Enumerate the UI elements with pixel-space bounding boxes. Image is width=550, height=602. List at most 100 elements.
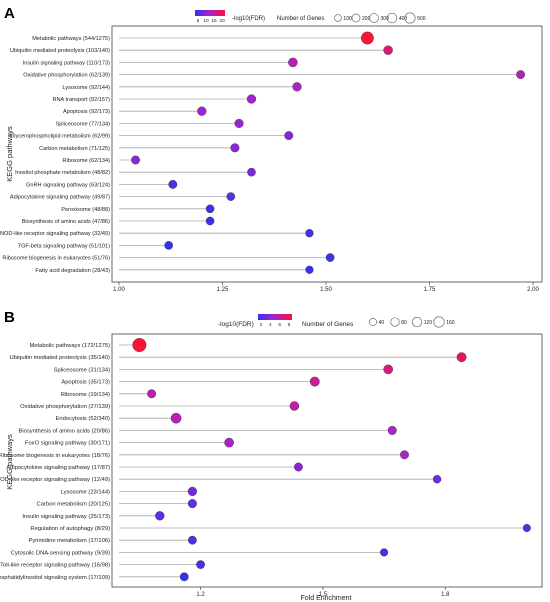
pathway-row: Adipocytokine signaling pathway (17/87) bbox=[6, 462, 303, 472]
size-legend-label: 40 bbox=[379, 320, 385, 326]
panel-a-y-axis-label: KEGG pathways bbox=[5, 126, 14, 182]
pathway-row: Ribosome biogenesis in eukaryotes (51/76… bbox=[2, 253, 335, 262]
pathway-row: Lysosome (23/144) bbox=[61, 486, 198, 496]
pathway-label: Peroxisome (48/88) bbox=[61, 207, 110, 213]
pathway-label: Insulin signaling pathway (110/173) bbox=[23, 60, 110, 66]
pathway-row: Ribosome biogenesis in eukaryotes (18/76… bbox=[0, 450, 409, 460]
pathway-label: GnRH signaling pathway (63/124) bbox=[26, 182, 110, 188]
enrichment-point bbox=[325, 253, 335, 262]
panel-a-color-bar bbox=[195, 10, 225, 16]
pathway-label: Spliceosome (77/134) bbox=[56, 121, 111, 127]
x-tick-label: 1.25 bbox=[217, 287, 229, 293]
pathway-row: Apoptosis (35/173) bbox=[61, 376, 320, 387]
panel-a-size-legend: Number of Genes 100 200 300 400 500 bbox=[277, 12, 426, 24]
pathway-label: Spliceosome (31/134) bbox=[54, 367, 110, 373]
enrichment-point bbox=[170, 412, 182, 424]
pathway-row: Ubiquitin mediated proteolysis (103/140) bbox=[10, 45, 393, 55]
size-legend-circle bbox=[369, 13, 379, 23]
pathway-row: RNA transport (92/157) bbox=[52, 94, 257, 104]
x-tick-label: 1.5 bbox=[319, 592, 328, 598]
pathway-label: Apoptosis (92/173) bbox=[63, 109, 110, 115]
size-legend-circle bbox=[404, 12, 416, 24]
enrichment-point bbox=[292, 82, 302, 92]
enrichment-point bbox=[168, 179, 178, 189]
enrichment-point bbox=[305, 265, 314, 274]
panel-a: A Metabolic pathways (544/1275) Ubiquitin… bbox=[0, 5, 543, 293]
enrichment-point bbox=[522, 523, 531, 533]
color-legend-tick: 6 bbox=[278, 322, 281, 328]
color-legend-tick: 2 bbox=[260, 322, 263, 328]
enrichment-point bbox=[187, 486, 198, 496]
panel-a-label: A bbox=[4, 5, 15, 22]
pathway-row: Oxidative phosphorylation (62/139) bbox=[23, 70, 525, 80]
enrichment-point bbox=[246, 94, 257, 104]
enrichment-point bbox=[387, 425, 397, 435]
enrichment-point bbox=[383, 45, 393, 55]
pathway-row: Peroxisome (48/88) bbox=[61, 204, 215, 214]
enrichment-point bbox=[247, 167, 256, 177]
pathway-label: Ribosome biogenesis in eukaryotes (18/76… bbox=[0, 453, 110, 459]
panel-a-size-legend-items: 100 200 300 400 500 bbox=[334, 12, 426, 24]
panel-a-x-axis: 1.00 1.25 1.50 1.75 2.00 bbox=[113, 282, 539, 293]
size-legend-circle bbox=[351, 13, 361, 23]
enrichment-point bbox=[205, 216, 215, 226]
pathway-row: Carbon metabolism (71/125) bbox=[39, 143, 240, 153]
pathway-row: Metabolic pathways (544/1275) bbox=[32, 31, 374, 45]
pathway-row: Endocytosis (52/340) bbox=[56, 412, 182, 424]
enrichment-point bbox=[205, 204, 215, 214]
panel-b-size-legend-items: 40 80 120 160 bbox=[369, 316, 455, 328]
panel-b-x-axis: 1.2 1.5 1.8 bbox=[196, 587, 450, 598]
pathway-label: Lysosome (23/144) bbox=[61, 489, 110, 495]
color-legend-tick: 4 bbox=[269, 322, 272, 328]
enrichment-point bbox=[294, 462, 303, 472]
pathway-row: Carbon metabolism (20/125) bbox=[37, 499, 197, 509]
pathway-label: Metabolic pathways (544/1275) bbox=[32, 36, 110, 42]
pathway-row: Spliceosome (77/134) bbox=[56, 118, 244, 128]
enrichment-point bbox=[289, 401, 300, 411]
enrichment-point bbox=[234, 118, 244, 128]
enrichment-point bbox=[132, 338, 147, 353]
panel-a-color-legend-ticks: 5 10 15 20 bbox=[197, 18, 225, 24]
enrichment-point bbox=[284, 131, 294, 141]
pathway-label: Ribosome biogenesis in eukaryotes (51/76… bbox=[2, 256, 110, 262]
enrichment-point bbox=[131, 155, 140, 165]
x-tick-label: 1.8 bbox=[441, 592, 450, 598]
x-tick-label: 2.00 bbox=[527, 287, 539, 293]
size-legend-item: 100 bbox=[334, 14, 352, 22]
pathway-label: Glycerophospholipid metabolism (62/99) bbox=[10, 134, 110, 140]
enrichment-point bbox=[188, 535, 197, 545]
panel-a-size-legend-title: Number of Genes bbox=[277, 16, 324, 22]
enrichment-point bbox=[305, 229, 314, 238]
pathway-row: Apoptosis (92/173) bbox=[63, 106, 207, 116]
pathway-label: Phosphatidylinositol signaling system (1… bbox=[0, 575, 110, 581]
panel-a-plot-border bbox=[111, 25, 543, 283]
panel-b-plot-border bbox=[111, 333, 543, 588]
pathway-label: Carbon metabolism (20/125) bbox=[37, 502, 111, 508]
panel-b-color-bar bbox=[258, 314, 292, 320]
color-legend-tick: 5 bbox=[197, 18, 200, 24]
size-legend-item: 120 bbox=[411, 316, 432, 328]
size-legend-item: 500 bbox=[404, 12, 426, 24]
pathway-label: Toll-like receptor signaling pathway (16… bbox=[0, 563, 110, 569]
pathway-label: Cytosolic DNA-sensing pathway (9/39) bbox=[11, 550, 110, 556]
panel-b-rows: Metabolic pathways (172/1275) Ubiquitin m… bbox=[0, 338, 531, 582]
enrichment-point bbox=[380, 548, 389, 557]
panel-a-rows: Metabolic pathways (544/1275) Ubiquitin m… bbox=[0, 31, 525, 274]
color-legend-tick: 20 bbox=[219, 18, 225, 24]
pathway-label: Inositol phosphate metabolism (48/82) bbox=[15, 170, 110, 176]
pathway-label: Endocytosis (52/340) bbox=[56, 416, 111, 422]
panel-b-y-axis-label: KEGG pathways bbox=[5, 434, 14, 490]
color-legend-tick: 8 bbox=[288, 322, 291, 328]
pathway-label: Fatty acid degradation (28/43) bbox=[35, 268, 110, 274]
pathway-label: Insulin signaling pathway (25/173) bbox=[22, 514, 110, 520]
enrichment-point bbox=[196, 560, 205, 569]
pathway-label: Pyrimidine metabolism (17/106) bbox=[28, 538, 110, 544]
size-legend-circle bbox=[411, 316, 423, 328]
enrichment-point bbox=[155, 511, 165, 521]
pathway-label: NOD-like receptor signaling pathway (12/… bbox=[0, 477, 110, 483]
enrichment-point bbox=[309, 376, 320, 387]
pathway-row: Inositol phosphate metabolism (48/82) bbox=[15, 167, 256, 177]
panel-b-x-axis-label: Fold Enrichment bbox=[301, 595, 352, 602]
pathway-row: Biosynthesis of amino acids (47/86) bbox=[22, 216, 215, 226]
